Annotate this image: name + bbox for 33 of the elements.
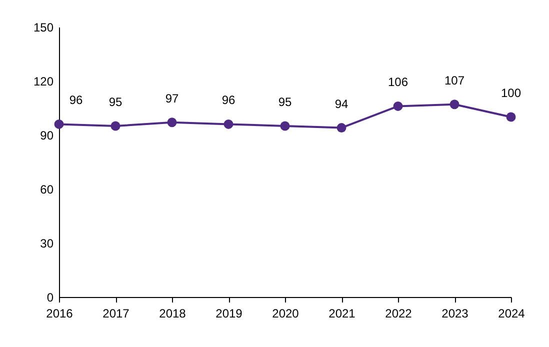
point bbox=[54, 119, 64, 129]
y-tick-label: 30 bbox=[40, 236, 54, 250]
x-tick-label: 2018 bbox=[159, 306, 186, 320]
point bbox=[506, 112, 516, 122]
x-tick-label: 2016 bbox=[46, 306, 74, 320]
data-label: 95 bbox=[108, 95, 122, 109]
point bbox=[167, 118, 177, 128]
data-label: 94 bbox=[334, 96, 348, 111]
data-label: 107 bbox=[444, 73, 465, 88]
point bbox=[336, 123, 346, 133]
point bbox=[450, 100, 460, 110]
y-tick-label: 60 bbox=[40, 182, 54, 196]
x-tick-label: 2019 bbox=[216, 306, 243, 320]
x-tick-label: 2022 bbox=[385, 306, 412, 320]
x-tick-label: 2021 bbox=[328, 306, 356, 320]
point bbox=[110, 121, 120, 131]
data-label: 95 bbox=[278, 95, 292, 109]
x-tick-label: 2020 bbox=[272, 306, 300, 320]
y-tick-label: 120 bbox=[33, 74, 54, 88]
point bbox=[393, 101, 403, 111]
data-label: 96 bbox=[69, 93, 83, 108]
data-label: 97 bbox=[165, 91, 179, 106]
x-tick-label: 2017 bbox=[102, 306, 130, 320]
point bbox=[224, 119, 234, 129]
x-tick-label: 2023 bbox=[442, 306, 469, 320]
y-tick-label: 150 bbox=[33, 20, 54, 34]
data-label: 96 bbox=[222, 93, 236, 108]
point bbox=[280, 121, 290, 131]
y-tick-label: 90 bbox=[40, 128, 54, 142]
data-label: 100 bbox=[500, 86, 522, 100]
y-tick-label: 0 bbox=[46, 290, 54, 304]
data-label: 106 bbox=[388, 75, 408, 90]
x-tick-label: 2024 bbox=[498, 306, 526, 320]
